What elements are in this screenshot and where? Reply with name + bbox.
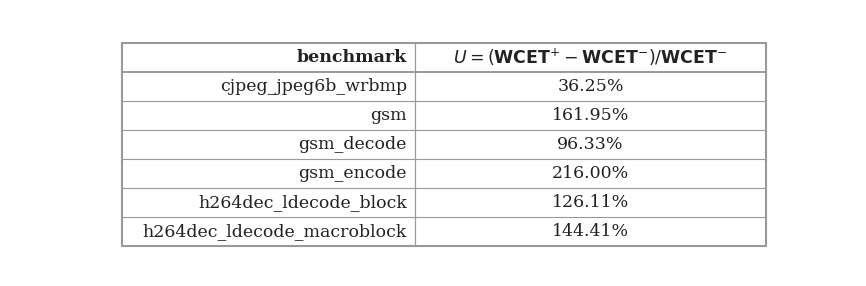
Text: $\mathit{U} = (\mathbf{WCET}^{+} - \mathbf{WCET}^{-})/\mathbf{WCET}^{-}$: $\mathit{U} = (\mathbf{WCET}^{+} - \math… bbox=[453, 47, 727, 68]
Text: benchmark: benchmark bbox=[296, 49, 407, 66]
Text: gsm: gsm bbox=[370, 107, 407, 124]
Text: gsm_encode: gsm_encode bbox=[298, 165, 407, 182]
Text: 144.41%: 144.41% bbox=[552, 223, 629, 240]
Text: h264dec_ldecode_macroblock: h264dec_ldecode_macroblock bbox=[142, 223, 407, 240]
Text: cjpeg_jpeg6b_wrbmp: cjpeg_jpeg6b_wrbmp bbox=[220, 78, 407, 95]
Text: 96.33%: 96.33% bbox=[557, 136, 624, 153]
Text: gsm_decode: gsm_decode bbox=[299, 136, 407, 153]
Text: h264dec_ldecode_block: h264dec_ldecode_block bbox=[198, 194, 407, 211]
Text: 216.00%: 216.00% bbox=[552, 165, 629, 182]
Text: 126.11%: 126.11% bbox=[552, 194, 629, 211]
Text: 36.25%: 36.25% bbox=[557, 78, 624, 95]
Text: 161.95%: 161.95% bbox=[552, 107, 629, 124]
